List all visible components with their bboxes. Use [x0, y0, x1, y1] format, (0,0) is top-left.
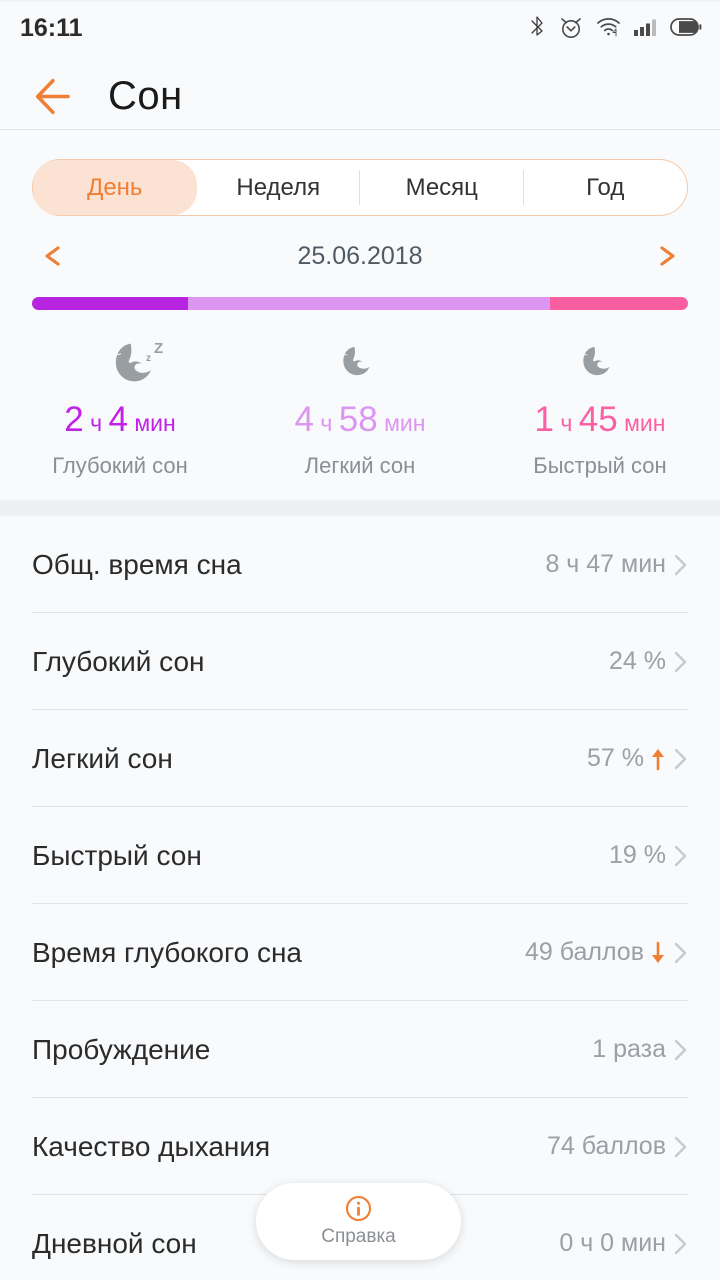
svg-text:Z: Z — [154, 340, 163, 357]
svg-text:z: z — [146, 353, 151, 364]
